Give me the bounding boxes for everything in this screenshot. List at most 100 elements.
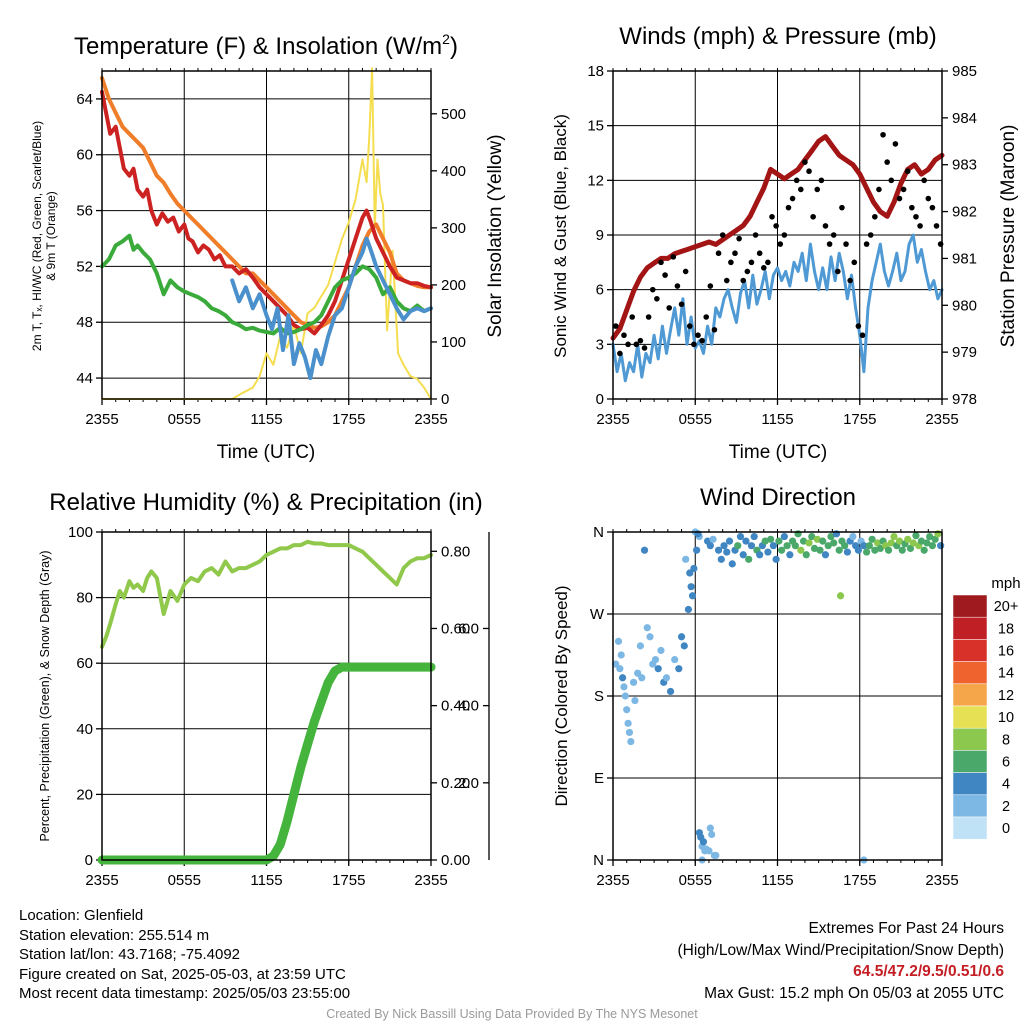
temperature-y-tick-label: 48 bbox=[76, 314, 93, 331]
gust-point bbox=[847, 277, 853, 284]
direction-point bbox=[772, 555, 780, 563]
gust-point bbox=[892, 141, 899, 147]
direction-point bbox=[937, 542, 945, 550]
direction-x-tick-label: 1155 bbox=[761, 872, 793, 889]
insolation-line bbox=[101, 67, 432, 400]
humidity-x-tick-label: 0555 bbox=[168, 872, 201, 889]
wind-x-tick-label: 2355 bbox=[925, 411, 958, 428]
direction-point bbox=[906, 544, 915, 553]
direction-point bbox=[640, 546, 649, 554]
gust-point bbox=[789, 195, 796, 202]
humidity-precip-panel: Relative Humidity (%) & Precipitation (i… bbox=[38, 489, 490, 889]
pressure-right-tick-label: 980 bbox=[952, 297, 977, 314]
wind-speed-legend: mph 20+ 18 16 14 12 10 8 6 4 2 0 bbox=[952, 575, 1021, 840]
direction-point bbox=[849, 532, 857, 541]
gust-point bbox=[736, 235, 742, 242]
precip-right-tick-label: 0.00 bbox=[441, 852, 470, 869]
direction-point bbox=[799, 537, 808, 545]
direction-point bbox=[745, 555, 753, 563]
gust-point bbox=[740, 277, 747, 284]
direction-point bbox=[912, 532, 920, 540]
temperature-x-tick-label: 2355 bbox=[414, 411, 447, 428]
direction-point bbox=[618, 674, 627, 682]
gust-point bbox=[756, 250, 763, 257]
direction-point bbox=[717, 555, 725, 563]
legend-swatch bbox=[952, 639, 988, 662]
gust-point bbox=[765, 259, 771, 266]
precip-right-tick-label: 0.20 bbox=[441, 775, 470, 792]
gust-point bbox=[884, 159, 890, 165]
gust-point bbox=[666, 305, 673, 311]
wind-pressure-panel: Winds (mph) & Pressure (mb) 2355 0555 1155… bbox=[551, 23, 1019, 463]
station-elevation: Station elevation: 255.514 m bbox=[19, 926, 210, 944]
snow-axis-tick-label: 2.0 bbox=[458, 775, 479, 792]
insolation-right-tick-label: 300 bbox=[441, 220, 466, 237]
direction-point bbox=[928, 542, 937, 550]
direction-point bbox=[816, 546, 824, 554]
gust-point bbox=[744, 268, 751, 275]
gust-point bbox=[625, 341, 631, 348]
direction-point bbox=[890, 532, 898, 541]
pressure-right-tick-label: 981 bbox=[952, 250, 977, 267]
wind-x-tick-label: 0555 bbox=[679, 411, 712, 428]
direction-point bbox=[662, 674, 671, 682]
extremes-summary: Extremes For Past 24 Hours (High/Low/Max… bbox=[678, 918, 1005, 1004]
direction-point bbox=[688, 592, 697, 600]
wind-pressure-panel-title: Winds (mph) & Pressure (mb) bbox=[619, 23, 936, 50]
direction-y-tick-label: N bbox=[593, 852, 604, 869]
gust-point bbox=[913, 213, 919, 220]
direction-point bbox=[728, 560, 736, 568]
gust-point bbox=[880, 131, 886, 138]
precip-right-tick-label: 0.60 bbox=[441, 620, 470, 637]
humidity-y-tick-label: 80 bbox=[76, 590, 93, 607]
legend-label: 6 bbox=[1002, 755, 1010, 771]
wind-y-tick-label: 6 bbox=[596, 282, 604, 299]
snow-axis-tick-label: 6.0 bbox=[458, 620, 479, 637]
legend-swatch bbox=[952, 594, 988, 618]
direction-point bbox=[764, 548, 772, 556]
direction-point bbox=[625, 728, 634, 737]
humidity-y-tick-label: 40 bbox=[76, 721, 93, 738]
wind-speed-legend-title: mph bbox=[991, 575, 1020, 592]
max-gust: Max Gust: 15.2 mph On 05/03 at 2055 UTC bbox=[704, 984, 1004, 1002]
direction-point bbox=[824, 542, 832, 550]
wind-y-tick-label: 12 bbox=[587, 172, 604, 189]
credit-line: Created By Nick Bassill Using Data Provi… bbox=[326, 1007, 698, 1021]
gust-point bbox=[670, 254, 677, 260]
humidity-frame bbox=[101, 531, 432, 861]
direction-point bbox=[627, 737, 635, 746]
direction-point bbox=[783, 542, 791, 550]
gust-point bbox=[674, 283, 681, 289]
wind-direction-panel-title: Wind Direction bbox=[700, 484, 856, 511]
gust-point bbox=[896, 195, 903, 202]
gust-point bbox=[641, 345, 648, 351]
direction-point bbox=[761, 537, 769, 545]
gust-point bbox=[662, 272, 668, 278]
direction-point bbox=[802, 551, 810, 559]
direction-y-tick-label: N bbox=[593, 524, 604, 541]
direction-x-tick-label: 2355 bbox=[596, 872, 629, 889]
legend-label: 12 bbox=[998, 688, 1014, 704]
wind-x-tick-label: 1755 bbox=[843, 411, 876, 428]
direction-point bbox=[708, 830, 716, 839]
gust-point bbox=[909, 204, 915, 211]
direction-point bbox=[791, 542, 799, 550]
gust-point bbox=[867, 232, 874, 238]
gust-point bbox=[793, 177, 800, 184]
direction-point bbox=[813, 535, 821, 543]
sonic_wind-line bbox=[611, 233, 944, 383]
direction-point bbox=[624, 719, 632, 727]
temperature-x-tick-label: 1155 bbox=[250, 411, 282, 428]
direction-point bbox=[909, 539, 917, 547]
temperature-y-tick-label: 56 bbox=[76, 203, 93, 220]
gust-point bbox=[843, 241, 849, 247]
direction-point bbox=[836, 592, 845, 600]
direction-point bbox=[835, 546, 843, 554]
direction-point bbox=[677, 633, 686, 641]
gust-point bbox=[810, 213, 816, 220]
temperature-x-tick-label: 1755 bbox=[332, 411, 365, 428]
legend-label: 10 bbox=[998, 710, 1014, 726]
direction-point bbox=[631, 696, 639, 705]
insolation-y-axis-label: Solar Insolation (Yellow) bbox=[485, 134, 506, 337]
